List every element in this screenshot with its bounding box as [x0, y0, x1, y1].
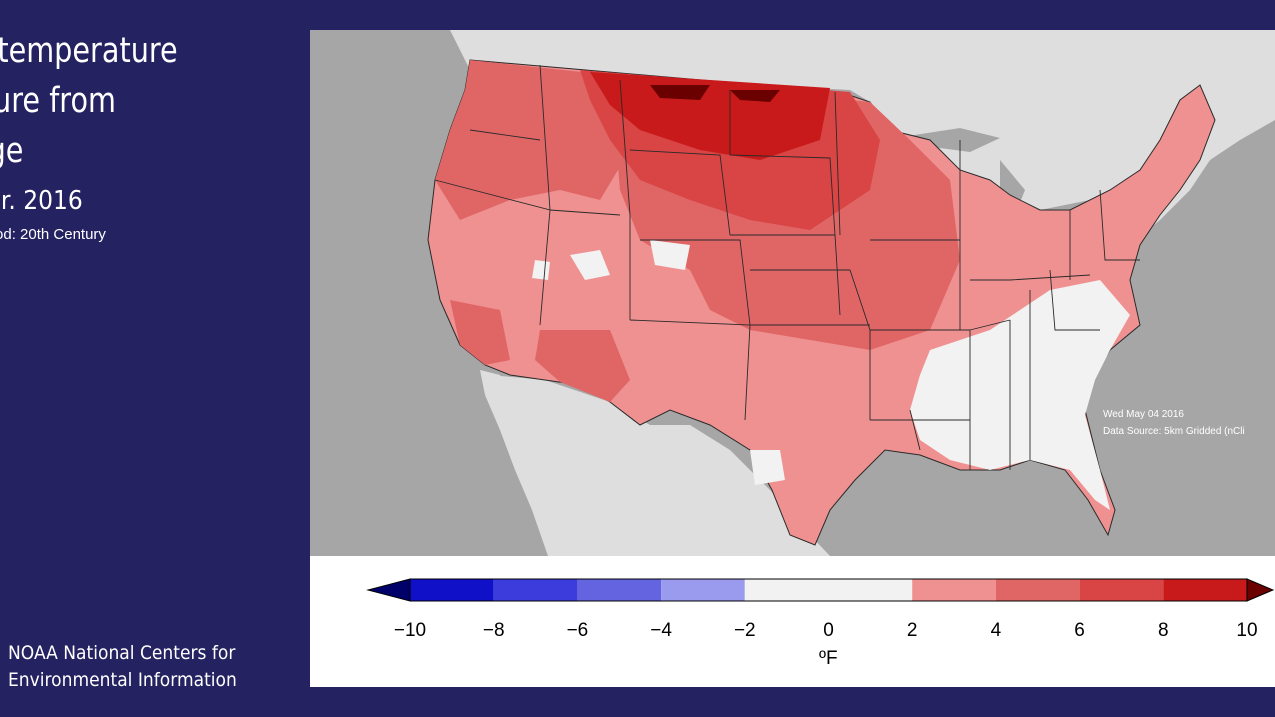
- title-line-1: n temperature: [0, 31, 178, 71]
- baja-land: [480, 370, 570, 556]
- legend-bin-7: [1079, 579, 1164, 601]
- org-credit: NOAA National Centers for Environmental …: [8, 640, 237, 694]
- warm-4-6-west: [435, 60, 630, 220]
- legend-tick-label: −2: [734, 620, 756, 641]
- near-normal-southeast: [910, 280, 1130, 510]
- legend-bin-0: [410, 579, 494, 601]
- legend-tick-label: 8: [1158, 620, 1169, 641]
- legend-tick-label: −4: [650, 620, 672, 641]
- legend-over-arrow: [1246, 578, 1275, 602]
- legend-tick-label: 6: [1074, 620, 1085, 641]
- map-stamp-source: Data Source: 5km Gridded (nCli: [1103, 426, 1245, 437]
- legend-unit: ºF: [819, 648, 838, 669]
- legend-tick-label: −6: [567, 620, 589, 641]
- warm-4-6-southwest: [535, 330, 630, 402]
- near-normal-patch-1: [570, 250, 610, 280]
- color-legend: −10 −8 −6 −4 −2 0 2 4 6 8 10: [366, 578, 1275, 641]
- map-svg: Wed May 04 2016 Data Source: 5km Gridded…: [427, 30, 1275, 556]
- near-normal-patch-4: [750, 450, 785, 485]
- org-line-1: NOAA National Centers for: [8, 642, 236, 664]
- legend-tick-label: 0: [823, 620, 834, 641]
- title-line-2: rture from: [0, 81, 116, 121]
- near-normal-patch-2: [650, 240, 690, 270]
- legend-tick-label: 2: [907, 620, 918, 641]
- base-period: period: 20th Century: [0, 226, 106, 243]
- title-date: Apr. 2016: [0, 186, 83, 216]
- legend-under-arrow: [366, 578, 411, 602]
- legend-tick-label: 10: [1236, 620, 1257, 641]
- temperature-map: Wed May 04 2016 Data Source: 5km Gridded…: [310, 30, 1275, 556]
- great-lakes: [895, 128, 1100, 235]
- legend-bin-3: [661, 579, 745, 601]
- warm-over-10: [650, 85, 780, 102]
- legend-bin-5: [912, 579, 996, 601]
- legend-bin-1: [493, 579, 578, 601]
- map-title: n temperature rture from age Apr. 2016 p…: [0, 26, 270, 243]
- near-normal-patch-3: [532, 260, 550, 280]
- legend-bin-4: [744, 579, 913, 601]
- warm-4-6-southcoast: [450, 300, 510, 365]
- legend-bin-8: [1163, 579, 1247, 601]
- legend-panel: −10 −8 −6 −4 −2 0 2 4 6 8 10 ºF: [310, 556, 1275, 687]
- legend-bin-6: [995, 579, 1080, 601]
- map-stamp-date: Wed May 04 2016: [1103, 409, 1184, 420]
- legend-frame: [409, 578, 1248, 602]
- org-line-2: Environmental Information: [8, 669, 237, 691]
- legend-tick-label: −8: [483, 620, 505, 641]
- mexico-land: [490, 375, 830, 556]
- legend-bin-2: [577, 579, 662, 601]
- legend-tick-label: 4: [991, 620, 1002, 641]
- title-line-3: age: [0, 131, 24, 171]
- legend-tick-label: −10: [394, 620, 426, 641]
- state-borders: [434, 64, 1140, 470]
